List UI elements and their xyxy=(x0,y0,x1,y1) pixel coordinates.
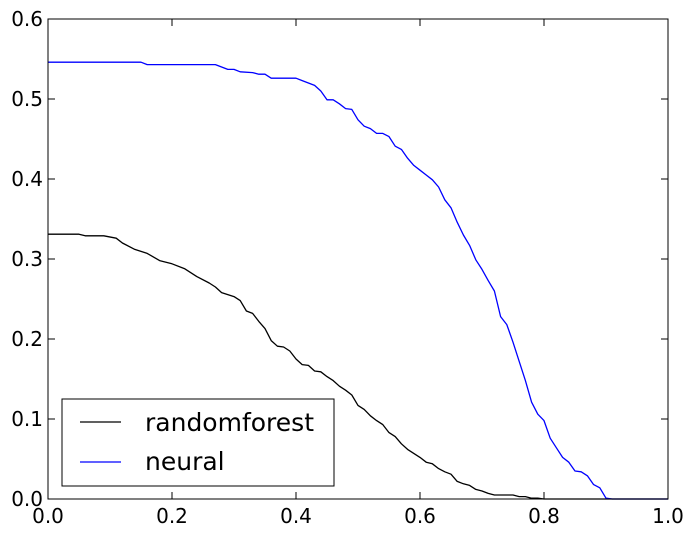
ticks-layer: 0.0 0.2 0.4 0.6 0.8 1.0 0.0 0.1 0.2 0.3 0.4 0.5 0.6 xyxy=(11,7,684,528)
series-layer xyxy=(48,61,668,500)
y-tick-label: 0.5 xyxy=(11,87,43,111)
y-tick-label: 0.6 xyxy=(11,7,43,31)
x-tick-label: 0.6 xyxy=(404,504,436,528)
x-tick-label: 0.4 xyxy=(280,504,312,528)
x-tick-label: 0.8 xyxy=(528,504,560,528)
legend-label-neural: neural xyxy=(145,447,225,476)
legend-label-randomforest: randomforest xyxy=(145,408,314,437)
x-tick-label: 0.0 xyxy=(32,504,64,528)
series-line-randomforest xyxy=(48,233,668,500)
legend-box xyxy=(61,398,335,487)
y-tick-label: 0.4 xyxy=(11,167,43,191)
series-line-neural xyxy=(48,61,668,500)
legend: randomforest neural xyxy=(61,398,335,487)
y-tick-label: 0.0 xyxy=(11,487,43,511)
y-tick-label: 0.1 xyxy=(11,407,43,431)
y-tick-label: 0.2 xyxy=(11,327,43,351)
x-tick-label: 1.0 xyxy=(652,504,684,528)
y-tick-label: 0.3 xyxy=(11,247,43,271)
x-tick-label: 0.2 xyxy=(156,504,188,528)
plot-frame xyxy=(47,18,669,500)
